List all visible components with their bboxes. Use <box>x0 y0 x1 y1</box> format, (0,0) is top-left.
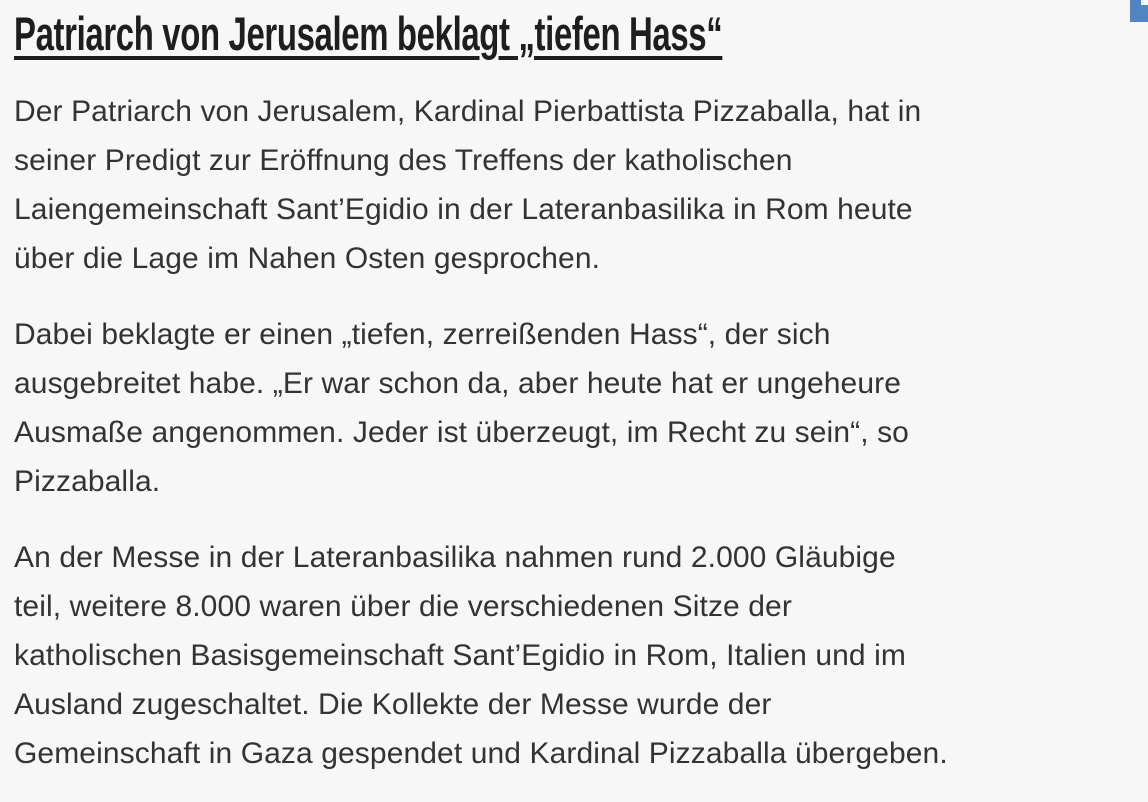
article-headline: Patriarch von Jerusalem beklagt „tiefen … <box>14 9 1134 59</box>
news-article: Patriarch von Jerusalem beklagt „tiefen … <box>14 9 1134 778</box>
article-paragraph-3: An der Messe in der Lateranbasilika nahm… <box>14 541 948 770</box>
article-paragraph-2: Dabei beklagte er einen „tiefen, zerreiß… <box>14 318 909 498</box>
article-paragraph-1: Der Patriarch von Jerusalem, Kardinal Pi… <box>14 95 922 275</box>
article-headline-link[interactable]: Patriarch von Jerusalem beklagt „tiefen … <box>14 7 723 60</box>
partially-visible-blue-button[interactable] <box>1130 0 1148 22</box>
